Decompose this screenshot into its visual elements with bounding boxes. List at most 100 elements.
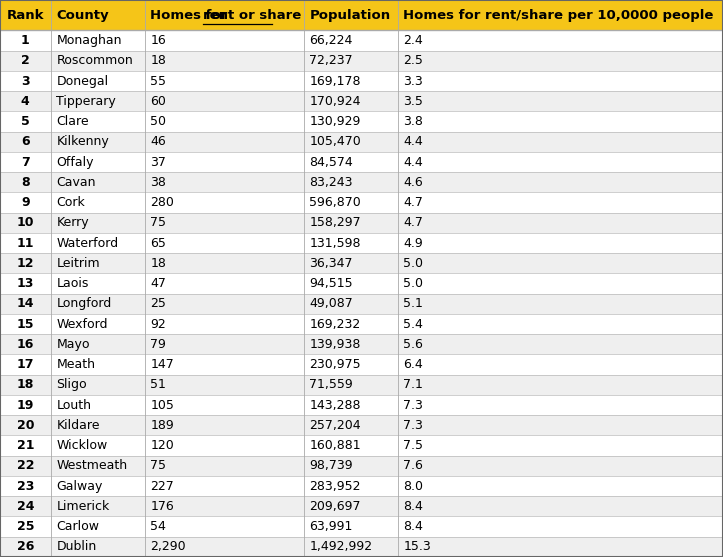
Text: 189: 189 (150, 419, 174, 432)
Bar (0, 253, 723, 273)
Text: Dublin: Dublin (56, 540, 97, 553)
Text: 5.4: 5.4 (403, 317, 423, 330)
Text: 60: 60 (150, 95, 166, 108)
Text: 227: 227 (150, 480, 174, 492)
Text: Wicklow: Wicklow (56, 439, 108, 452)
Bar (0, 334, 723, 354)
Bar (0, 152, 723, 172)
Text: 209,697: 209,697 (309, 500, 361, 513)
Text: 7.3: 7.3 (403, 419, 423, 432)
Text: Population: Population (309, 9, 390, 22)
Text: 15: 15 (17, 317, 34, 330)
Text: 22: 22 (17, 460, 34, 472)
Text: County: County (56, 9, 109, 22)
Text: 143,288: 143,288 (309, 399, 361, 412)
Bar (0, 273, 723, 294)
Text: 5.1: 5.1 (403, 297, 423, 310)
Text: Monaghan: Monaghan (56, 34, 122, 47)
Text: 147: 147 (150, 358, 174, 371)
Bar (0, 314, 723, 334)
Bar (0, 213, 723, 233)
Text: 55: 55 (150, 75, 166, 87)
Bar (0, 31, 723, 51)
Text: 3.8: 3.8 (403, 115, 423, 128)
Text: 4.4: 4.4 (403, 135, 423, 148)
Text: 105: 105 (150, 399, 174, 412)
Bar (0, 131, 723, 152)
Text: 46: 46 (150, 135, 166, 148)
Text: Meath: Meath (56, 358, 95, 371)
Text: 75: 75 (150, 216, 166, 229)
Text: 2: 2 (21, 54, 30, 67)
Text: 8.4: 8.4 (403, 500, 423, 513)
Text: 131,598: 131,598 (309, 237, 361, 250)
Text: 169,232: 169,232 (309, 317, 361, 330)
Text: 98,739: 98,739 (309, 460, 353, 472)
Bar (0, 192, 723, 213)
Text: 12: 12 (17, 257, 34, 270)
Text: Limerick: Limerick (56, 500, 110, 513)
Text: 65: 65 (150, 237, 166, 250)
Text: 170,924: 170,924 (309, 95, 361, 108)
Text: Waterford: Waterford (56, 237, 119, 250)
Bar (0, 476, 723, 496)
Text: 230,975: 230,975 (309, 358, 361, 371)
Text: 25: 25 (17, 520, 34, 533)
Text: 158,297: 158,297 (309, 216, 361, 229)
Text: 3.5: 3.5 (403, 95, 423, 108)
Text: 17: 17 (17, 358, 34, 371)
Text: 54: 54 (150, 520, 166, 533)
Bar (0, 91, 723, 111)
Text: 5: 5 (21, 115, 30, 128)
Text: Sligo: Sligo (56, 378, 87, 392)
Bar (0, 172, 723, 192)
Text: 84,574: 84,574 (309, 155, 354, 169)
Bar (0, 456, 723, 476)
Text: 36,347: 36,347 (309, 257, 353, 270)
Text: 8: 8 (21, 176, 30, 189)
Text: 83,243: 83,243 (309, 176, 353, 189)
Text: Kildare: Kildare (56, 419, 100, 432)
Text: Donegal: Donegal (56, 75, 108, 87)
Text: Clare: Clare (56, 115, 89, 128)
Text: 9: 9 (21, 196, 30, 209)
Text: 8.4: 8.4 (403, 520, 423, 533)
Text: Westmeath: Westmeath (56, 460, 127, 472)
Bar (0, 294, 723, 314)
Text: 139,938: 139,938 (309, 338, 361, 351)
Text: 63,991: 63,991 (309, 520, 353, 533)
Text: 596,870: 596,870 (309, 196, 362, 209)
Bar (0, 436, 723, 456)
Text: 5.0: 5.0 (403, 277, 424, 290)
Text: Mayo: Mayo (56, 338, 90, 351)
Bar (0, 71, 723, 91)
Text: Offaly: Offaly (56, 155, 94, 169)
Text: 51: 51 (150, 378, 166, 392)
Text: 79: 79 (150, 338, 166, 351)
Text: Homes for: Homes for (150, 9, 232, 22)
Text: 3.3: 3.3 (403, 75, 423, 87)
Text: 13: 13 (17, 277, 34, 290)
Text: 92: 92 (150, 317, 166, 330)
Text: 1,492,992: 1,492,992 (309, 540, 372, 553)
Text: 10: 10 (17, 216, 34, 229)
Text: 7.5: 7.5 (403, 439, 424, 452)
Text: 26: 26 (17, 540, 34, 553)
Text: 4.6: 4.6 (403, 176, 423, 189)
Text: 283,952: 283,952 (309, 480, 361, 492)
Bar (0, 496, 723, 516)
Text: 6: 6 (21, 135, 30, 148)
Text: Roscommon: Roscommon (56, 54, 133, 67)
Text: 4: 4 (21, 95, 30, 108)
Text: 6.4: 6.4 (403, 358, 423, 371)
Bar (0, 354, 723, 375)
Text: 50: 50 (150, 115, 166, 128)
Text: 105,470: 105,470 (309, 135, 362, 148)
Text: Tipperary: Tipperary (56, 95, 116, 108)
Text: 18: 18 (17, 378, 34, 392)
Text: 7: 7 (21, 155, 30, 169)
Text: 4.4: 4.4 (403, 155, 423, 169)
Text: 2,290: 2,290 (150, 540, 186, 553)
Text: 19: 19 (17, 399, 34, 412)
Text: 3: 3 (21, 75, 30, 87)
